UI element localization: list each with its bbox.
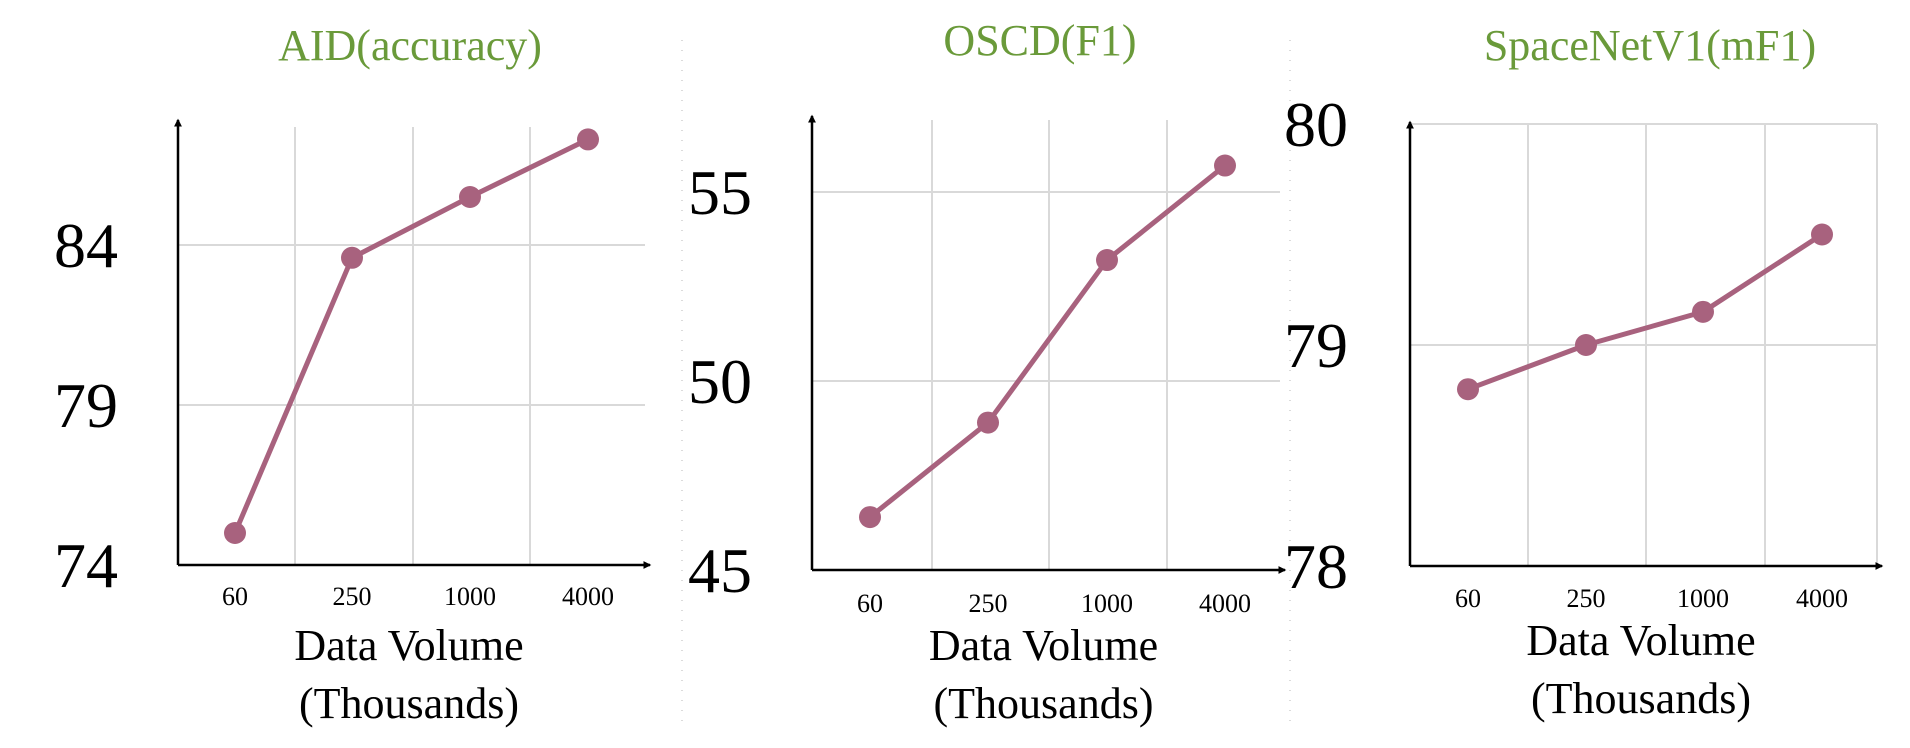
x-tick-label: 250 bbox=[1567, 584, 1606, 613]
chart-title: SpaceNetV1(mF1) bbox=[1484, 21, 1816, 70]
series-line bbox=[867, 163, 1228, 520]
data-point bbox=[1096, 249, 1118, 272]
x-axis-label: (Thousands) bbox=[1531, 674, 1751, 723]
y-tick-label: 74 bbox=[54, 530, 118, 601]
x-tick-label: 60 bbox=[1455, 584, 1481, 613]
series-line bbox=[1465, 232, 1825, 392]
x-tick-label: 4000 bbox=[1796, 584, 1848, 613]
x-axis-label: (Thousands) bbox=[299, 679, 519, 728]
data-point bbox=[859, 506, 881, 529]
data-point bbox=[224, 522, 246, 544]
data-point bbox=[459, 186, 481, 208]
chart-panel-2: OSCD(F1) 45 50 55 60 250 1000 4000 Data Volume (T… bbox=[688, 16, 1287, 728]
data-point bbox=[1811, 223, 1833, 246]
data-point bbox=[1457, 378, 1479, 401]
chart-title: OSCD(F1) bbox=[943, 16, 1136, 65]
x-tick-label: 4000 bbox=[1199, 589, 1251, 618]
x-axis-label: Data Volume bbox=[929, 621, 1158, 670]
data-point bbox=[1214, 154, 1236, 177]
y-tick-label: 80 bbox=[1284, 89, 1348, 160]
x-tick-label: 250 bbox=[969, 589, 1008, 618]
x-tick-label: 1000 bbox=[1677, 584, 1729, 613]
x-tick-label: 60 bbox=[857, 589, 883, 618]
x-axis-label: Data Volume bbox=[294, 621, 523, 670]
x-tick-label: 250 bbox=[333, 582, 372, 611]
y-tick-label: 45 bbox=[688, 535, 752, 606]
y-tick-label: 84 bbox=[54, 210, 118, 281]
y-tick-label: 50 bbox=[688, 346, 752, 417]
y-tick-label: 79 bbox=[1284, 310, 1348, 381]
chart-title: AID(accuracy) bbox=[278, 21, 542, 70]
x-axis-label: (Thousands) bbox=[934, 679, 1154, 728]
y-tick-label: 55 bbox=[688, 157, 752, 228]
data-point bbox=[977, 411, 999, 434]
data-point bbox=[1575, 334, 1597, 356]
chart-panel-1: AID(accuracy) 74 79 84 60 250 1000 4000 Data Vol… bbox=[54, 21, 652, 728]
y-tick-label: 79 bbox=[54, 370, 118, 441]
y-tick-label: 78 bbox=[1284, 531, 1348, 602]
data-point bbox=[577, 128, 599, 151]
data-point bbox=[1692, 300, 1714, 323]
x-tick-label: 1000 bbox=[1081, 589, 1133, 618]
x-axis-label: Data Volume bbox=[1526, 616, 1755, 665]
x-tick-label: 1000 bbox=[444, 582, 496, 611]
series-line bbox=[232, 136, 591, 536]
x-tick-label: 60 bbox=[222, 582, 248, 611]
x-tick-label: 4000 bbox=[562, 582, 614, 611]
chart-panel-3: SpaceNetV1(mF1) 78 79 80 60 250 1000 4000 Data V… bbox=[1284, 21, 1884, 723]
data-point bbox=[341, 246, 363, 269]
